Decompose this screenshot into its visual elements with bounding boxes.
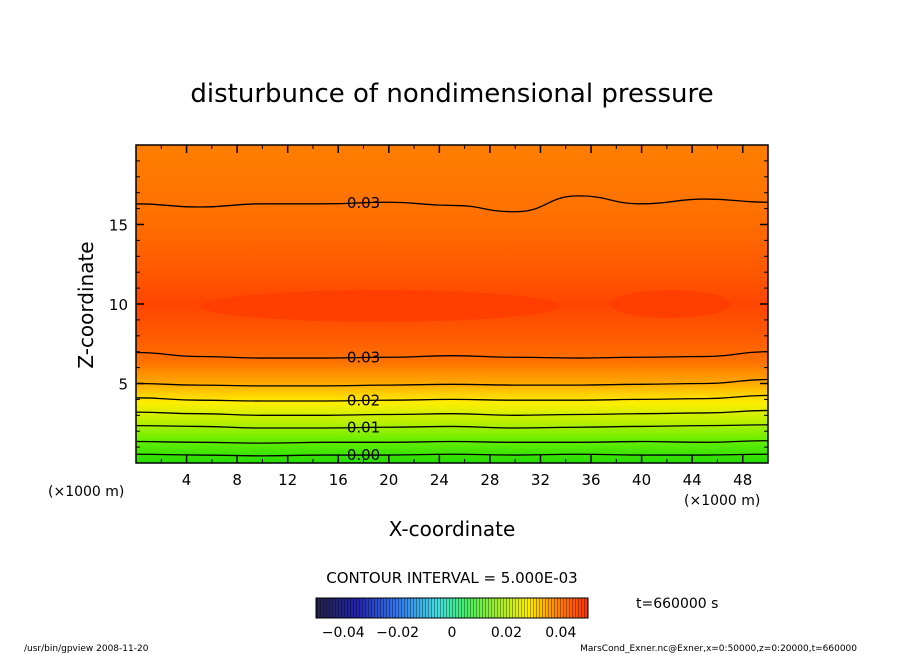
x-tick-label: 40	[632, 471, 651, 489]
colorbar-tick-label: 0.04	[545, 625, 576, 641]
x-tick-label: 20	[379, 471, 398, 489]
contour-label: 0.02	[347, 392, 380, 410]
x-tick-label: 8	[232, 471, 242, 489]
colorbar-frame	[315, 597, 589, 619]
field-max-core	[610, 290, 730, 318]
contour-line	[136, 195, 768, 213]
footer-right: MarsCond_Exner.nc@Exner,x=0:50000,z=0:20…	[580, 644, 857, 654]
contour-interval: CONTOUR INTERVAL = 5.000E-03	[326, 569, 577, 587]
x-tick-label: 16	[329, 471, 348, 489]
footer-left: /usr/bin/gpview 2008-11-20	[24, 644, 149, 654]
field: 0.00 0.01 0.02 0.03 0.03	[136, 145, 768, 464]
x-tick-label: 24	[430, 471, 449, 489]
colorbar-stripes	[316, 598, 588, 618]
contour-line	[136, 440, 768, 444]
contour-line	[136, 351, 768, 359]
x-tick-label: 28	[480, 471, 499, 489]
field-max-core	[200, 290, 560, 322]
contour-label: 0.00	[347, 446, 380, 464]
contour-line	[136, 378, 768, 387]
x-unit-left: (×1000 m)	[48, 484, 124, 500]
contour-line	[136, 453, 768, 457]
y-tick-label: 15	[109, 217, 128, 235]
contour-label: 0.01	[347, 419, 380, 437]
x-tick-label: 4	[182, 471, 192, 489]
x-tick-label: 36	[581, 471, 600, 489]
colorbar-tick-label: 0	[448, 625, 457, 641]
y-axis: 5 10 15	[109, 160, 768, 448]
contour-lines: 0.00 0.01 0.02 0.03 0.03	[136, 194, 768, 464]
contour-label: 0.03	[347, 349, 380, 367]
colorbar-tick-label: −0.02	[376, 625, 419, 641]
time-label: t=660000 s	[636, 596, 718, 612]
x-tick-label: 12	[278, 471, 297, 489]
contour-line	[136, 409, 768, 416]
chart-title: disturbunce of nondimensional pressure	[190, 79, 713, 109]
colorbar-ticks: −0.04 −0.02 0 0.02 0.04	[322, 625, 577, 641]
x-axis-label: X-coordinate	[389, 517, 516, 541]
colorbar-tick-label: −0.04	[322, 625, 365, 641]
x-axis: 4 8 12 16 20 24 28 32 36 40 44 48	[160, 145, 752, 489]
contour-line	[136, 424, 768, 429]
contour-label: 0.03	[347, 194, 380, 212]
y-tick-label: 10	[109, 296, 128, 314]
x-tick-label: 48	[733, 471, 752, 489]
x-tick-label: 44	[683, 471, 702, 489]
y-tick-label: 5	[118, 376, 128, 394]
x-unit-right: (×1000 m)	[684, 493, 760, 509]
colorbar-tick-label: 0.02	[491, 625, 522, 641]
x-tick-label: 32	[531, 471, 550, 489]
contour-line	[136, 394, 768, 402]
y-axis-label: Z-coordinate	[74, 241, 98, 368]
